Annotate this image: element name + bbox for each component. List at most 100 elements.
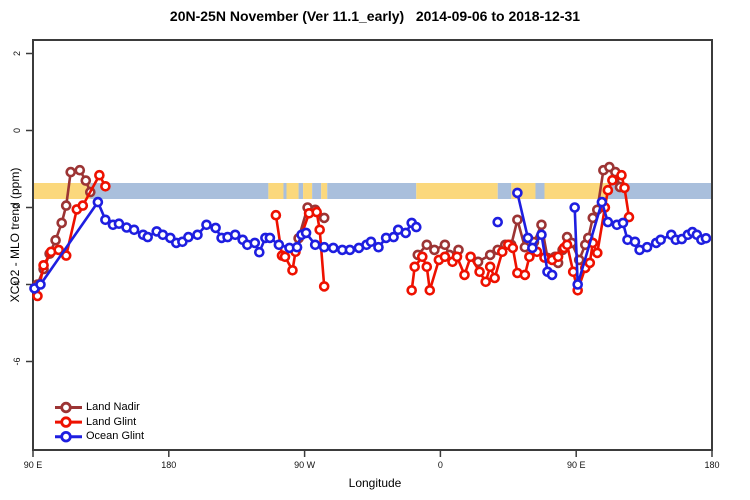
data-point-marker: [607, 174, 618, 186]
data-point-marker: [270, 209, 282, 221]
band-segment-ocean: [283, 183, 287, 199]
data-point-marker: [519, 269, 531, 281]
band-segment-ocean: [312, 183, 322, 199]
band-segment-land: [321, 183, 328, 199]
legend-label-land-nadir: Land Nadir: [86, 401, 140, 413]
band-segment-ocean: [497, 183, 512, 199]
data-point-marker: [327, 242, 339, 254]
data-point-marker: [311, 206, 323, 218]
data-point-marker: [480, 276, 492, 288]
data-point-marker: [314, 224, 326, 236]
band-segment-ocean: [298, 183, 304, 199]
surface-type-band: [33, 183, 712, 199]
data-point-marker: [291, 241, 303, 253]
data-point-marker: [400, 227, 412, 239]
legend-label-land-glint: Land Glint: [86, 415, 137, 428]
data-point-marker: [512, 187, 523, 199]
data-point-marker: [318, 241, 330, 253]
data-point-marker: [584, 257, 596, 269]
band-segment-land: [416, 183, 498, 199]
x-tick-label: 0: [438, 460, 443, 470]
y-tick-label: -4: [12, 280, 22, 288]
data-point-marker: [439, 239, 451, 251]
data-point-marker: [38, 259, 49, 271]
data-point-marker: [35, 279, 46, 290]
data-point-marker: [641, 241, 653, 253]
series-ocean-glint: [29, 187, 712, 294]
data-point-marker: [50, 234, 61, 246]
data-point-marker: [522, 232, 534, 244]
y-tick-label: 0: [12, 128, 22, 133]
data-point-marker: [465, 251, 476, 263]
data-point-marker: [616, 169, 627, 181]
axis-ticks: 90 E 180 90 W 0 90 E 180 2 0 -2 -4 -6: [12, 51, 720, 470]
data-point-marker: [80, 175, 92, 186]
data-point-marker: [439, 251, 451, 263]
data-point-marker: [94, 169, 105, 181]
chart-title: 20N-25N November (Ver 11.1_early) 2014-0…: [169, 8, 581, 24]
data-point-marker: [318, 281, 330, 292]
data-point-marker: [424, 284, 436, 296]
legend-circle-icon: [60, 431, 72, 443]
data-point-marker: [65, 166, 76, 178]
data-point-marker: [602, 184, 614, 196]
data-point-marker: [60, 200, 72, 211]
data-point-marker: [388, 231, 399, 243]
legend-circle-icon: [60, 416, 72, 428]
data-point-marker: [421, 261, 433, 273]
x-tick-label: 180: [161, 460, 176, 470]
data-point-marker: [273, 239, 285, 251]
data-point-marker: [536, 219, 547, 231]
x-tick-label: 180: [704, 460, 719, 470]
band-segment-land: [303, 183, 313, 199]
data-point-marker: [569, 202, 581, 213]
data-point-marker: [264, 232, 276, 244]
data-point-marker: [192, 229, 203, 241]
data-point-marker: [421, 239, 433, 251]
data-point-marker: [201, 219, 212, 231]
data-point-marker: [100, 181, 111, 192]
data-point-marker: [527, 242, 538, 254]
data-point-marker: [229, 229, 241, 241]
data-point-marker: [279, 251, 291, 263]
legend-markers: [55, 401, 82, 443]
data-point-marker: [409, 261, 421, 273]
data-point-marker: [249, 237, 261, 249]
data-point-marker: [700, 233, 712, 244]
data-point-marker: [142, 231, 153, 243]
data-point-marker: [617, 217, 629, 229]
data-point-marker: [451, 251, 463, 263]
data-point-marker: [100, 214, 111, 226]
data-point-marker: [183, 231, 194, 243]
band-segment-land: [544, 183, 608, 199]
band-segment-land: [33, 183, 91, 199]
data-point-marker: [474, 266, 485, 278]
data-point-marker: [128, 224, 140, 236]
y-tick-label: -2: [12, 203, 22, 211]
data-point-marker: [309, 239, 321, 251]
data-point-marker: [591, 247, 603, 259]
band-segment-ocean: [90, 183, 269, 199]
y-tick-label: -6: [12, 357, 22, 365]
data-point-marker: [623, 211, 635, 223]
data-point-marker: [429, 244, 440, 256]
band-segment-land: [268, 183, 284, 199]
legend-circle-icon: [60, 401, 72, 414]
data-point-marker: [524, 251, 535, 263]
data-point-marker: [210, 222, 221, 234]
data-point-marker: [629, 236, 641, 248]
data-point-marker: [318, 212, 330, 224]
data-point-marker: [77, 200, 89, 211]
data-point-marker: [253, 246, 265, 258]
data-point-marker: [512, 214, 523, 226]
data-point-marker: [92, 196, 104, 208]
band-segment-ocean: [535, 183, 545, 199]
data-point-marker: [536, 229, 547, 241]
data-point-marker: [489, 272, 501, 284]
data-point-marker: [484, 249, 496, 261]
data-point-marker: [344, 244, 356, 256]
data-point-marker: [484, 261, 496, 273]
x-tick-label: 90 E: [567, 460, 586, 470]
